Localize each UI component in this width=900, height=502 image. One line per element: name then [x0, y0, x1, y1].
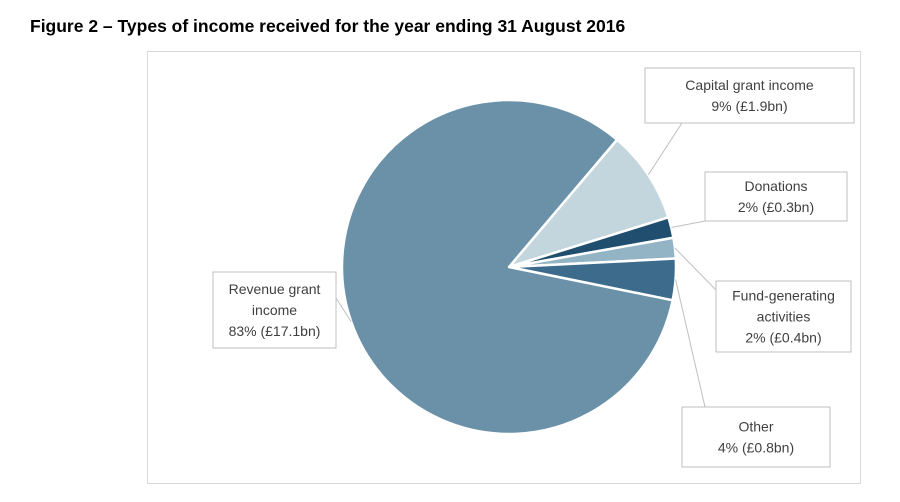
slice-label-text: Fund-generating — [732, 288, 835, 304]
slice-label-box: Donations 2% (£0.3bn) — [704, 171, 848, 222]
slice-labels: Capital grant income 9% (£1.9bn) Donations… — [212, 67, 855, 468]
slice-label-text: Donations — [744, 178, 807, 194]
leader-line — [671, 220, 706, 228]
slice-label-text: 83% (£17.1bn) — [229, 323, 321, 339]
pie-slice-capital-grant-income — [507, 138, 670, 269]
slice-label-text: 2% (£0.3bn) — [738, 199, 814, 215]
slice-label-border — [681, 406, 831, 468]
slice-label-text: 2% (£0.4bn) — [745, 330, 821, 346]
slice-label-border — [212, 271, 337, 349]
slice-label-border — [704, 171, 848, 222]
leader-line — [674, 247, 717, 291]
pie-slice-revenue-grant-income — [340, 98, 674, 436]
slice-label-border — [644, 67, 855, 124]
slice-label-text: 9% (£1.9bn) — [711, 98, 787, 114]
slice-label-text: activities — [757, 309, 811, 325]
slice-label-text: Capital grant income — [685, 77, 814, 93]
pie-slices — [340, 98, 678, 436]
slice-label-box: Fund-generating activities 2% (£0.4bn) — [715, 280, 852, 353]
leader-line — [335, 297, 352, 322]
chart-frame — [147, 51, 861, 484]
figure-title: Figure 2 – Types of income received for … — [30, 16, 626, 36]
slice-label-text: Other — [738, 419, 773, 435]
slice-label-box: Revenue grant income 83% (£17.1bn) — [212, 271, 337, 349]
slice-label-text: income — [252, 302, 297, 318]
leader-line — [675, 279, 706, 408]
slice-label-text: 4% (£0.8bn) — [718, 440, 794, 456]
slice-label-box: Capital grant income 9% (£1.9bn) — [644, 67, 855, 124]
slice-label-text: Revenue grant — [229, 281, 321, 297]
slice-label-border — [715, 280, 852, 353]
leader-lines — [335, 122, 717, 408]
leader-line — [647, 122, 683, 176]
slice-label-box: Other 4% (£0.8bn) — [681, 406, 831, 468]
